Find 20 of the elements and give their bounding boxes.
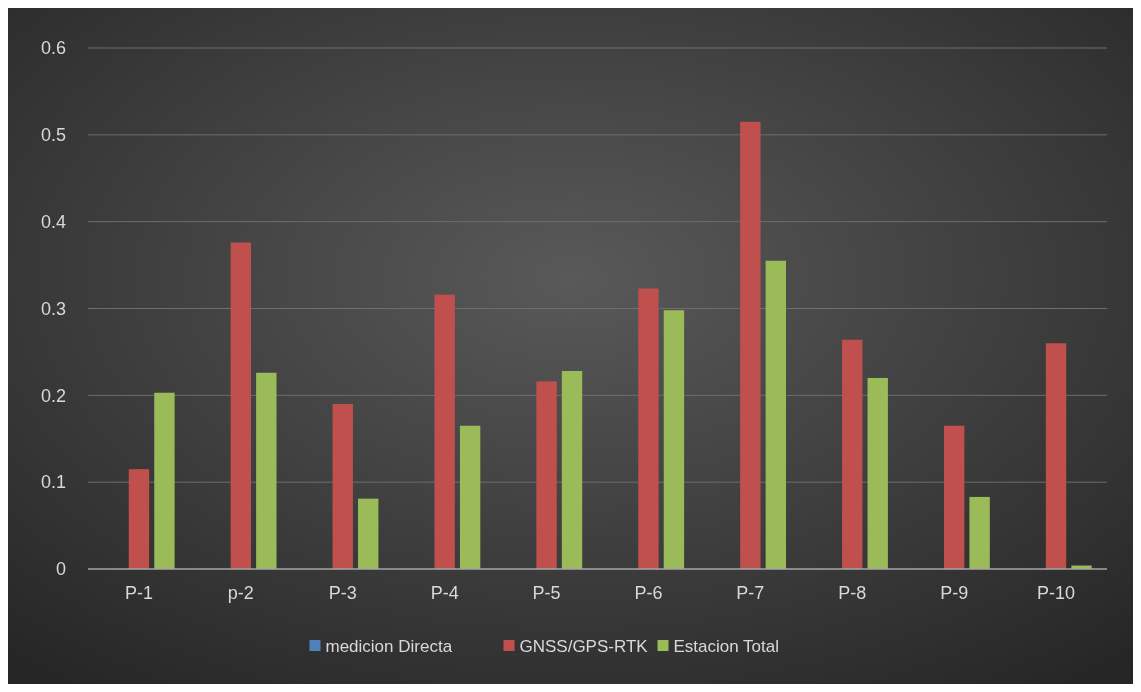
y-tick-label: 0.2 <box>40 385 66 406</box>
y-tick-label: 0.4 <box>40 211 66 232</box>
x-tick-label: P-4 <box>430 583 459 603</box>
x-tick-label: P-5 <box>532 583 561 603</box>
x-tick-label: P-1 <box>124 583 153 603</box>
y-tick-label: 0.5 <box>40 125 66 146</box>
legend-label: Estacion Total <box>673 636 780 656</box>
x-tick-label: P-10 <box>1037 583 1076 603</box>
x-tick-label: P-7 <box>736 583 765 603</box>
x-tick-label: p-2 <box>227 583 254 603</box>
x-tick-label: P-9 <box>940 583 969 603</box>
y-tick-label: 0.6 <box>40 38 66 59</box>
y-tick-label: 0 <box>55 559 66 580</box>
legend-label: GNSS/GPS-RTK <box>519 636 649 656</box>
x-tick-label: P-8 <box>838 583 867 603</box>
x-tick-label: P-3 <box>328 583 357 603</box>
legend-label: medicion Directa <box>325 636 453 656</box>
y-tick-label: 0.3 <box>40 298 66 319</box>
y-tick-label: 0.1 <box>40 472 66 493</box>
x-tick-label: P-6 <box>634 583 663 603</box>
